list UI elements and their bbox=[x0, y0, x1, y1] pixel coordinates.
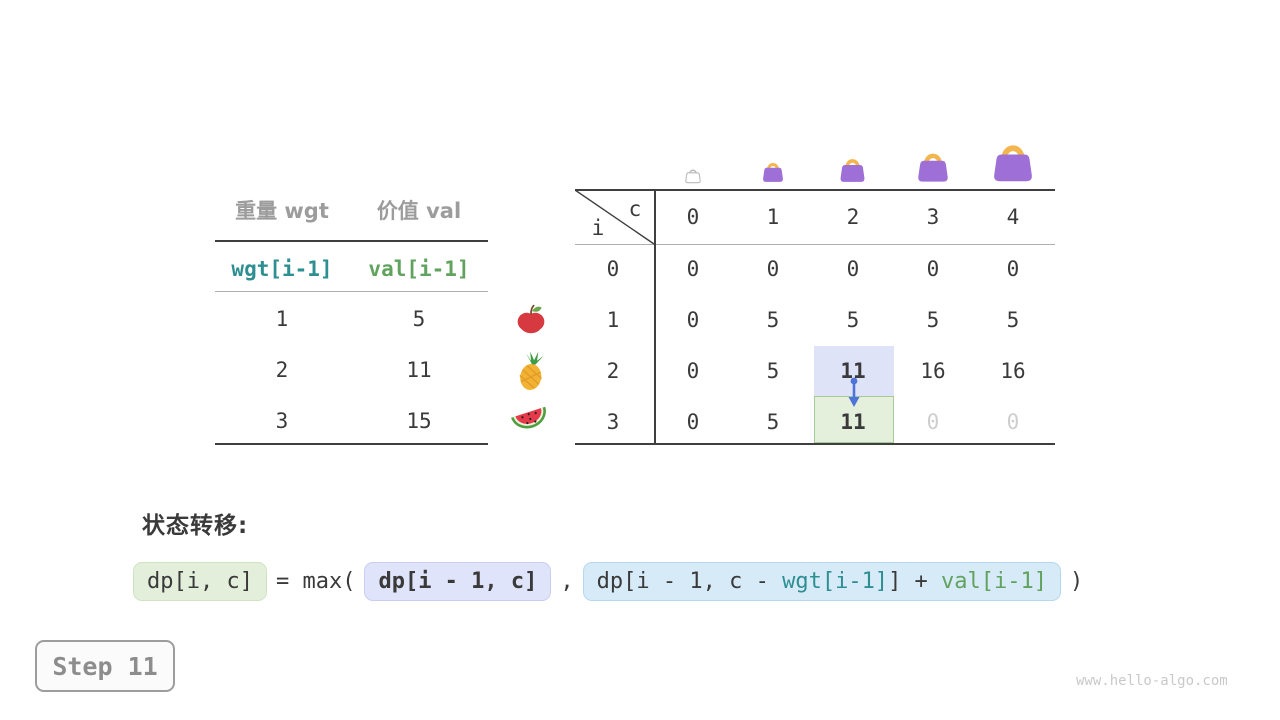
empty-bag-icon bbox=[685, 169, 701, 184]
dp-table-header-rule bbox=[575, 244, 1055, 245]
dp-table-bottom-rule bbox=[575, 443, 1055, 445]
item-3-value: 15 bbox=[406, 409, 432, 433]
dp-cell-2-0: 0 bbox=[686, 359, 700, 383]
formula-arg2-prefix: dp[i - 1, c - bbox=[596, 568, 783, 594]
bag-size-1-icon bbox=[763, 163, 783, 182]
dp-corner-diagonal bbox=[575, 190, 655, 245]
transition-heading: 状态转移: bbox=[142, 513, 249, 539]
items-table-bottom-rule bbox=[215, 443, 488, 445]
dp-cell-3-0: 0 bbox=[686, 410, 700, 434]
dp-cell-2-3: 16 bbox=[920, 359, 946, 383]
dp-cell-0-1: 0 bbox=[766, 257, 780, 281]
dp-cell-3-3: 0 bbox=[926, 410, 940, 434]
item-1-weight: 1 bbox=[275, 307, 289, 331]
dp-cell-1-4: 5 bbox=[1006, 308, 1020, 332]
dp-cell-0-2: 0 bbox=[846, 257, 860, 281]
dp-col-header-2: 2 bbox=[846, 205, 860, 229]
formula-lhs: dp[i, c] bbox=[133, 561, 267, 601]
formula-close-paren: ) bbox=[1070, 568, 1084, 594]
dp-col-header-3: 3 bbox=[926, 205, 940, 229]
watermark: www.hello-algo.com bbox=[1076, 673, 1228, 689]
formula-arg2-mid: ] + bbox=[888, 568, 942, 594]
items-table-subheader-rule bbox=[215, 291, 488, 292]
dp-col-header-0: 0 bbox=[686, 205, 700, 229]
dp-corner-col-var: c bbox=[628, 197, 642, 221]
dp-cell-0-4: 0 bbox=[1006, 257, 1020, 281]
dp-cell-1-3: 5 bbox=[926, 308, 940, 332]
formula-separator: , bbox=[560, 568, 574, 594]
items-index-val: val[i-1] bbox=[368, 257, 470, 281]
dp-row-header-1: 1 bbox=[606, 308, 620, 332]
dp-row-header-2: 2 bbox=[606, 359, 620, 383]
apple-icon bbox=[517, 304, 545, 334]
dp-cell-1-2: 5 bbox=[846, 308, 860, 332]
transition-arrow-icon bbox=[848, 377, 860, 407]
items-col-header-value: 价值 val bbox=[376, 199, 462, 223]
item-2-weight: 2 bbox=[275, 358, 289, 382]
step-label: Step 11 bbox=[52, 651, 158, 681]
dp-cell-2-4: 16 bbox=[1000, 359, 1026, 383]
bag-size-4-icon bbox=[994, 145, 1032, 182]
dp-cell-0-3: 0 bbox=[926, 257, 940, 281]
dp-col-header-4: 4 bbox=[1006, 205, 1020, 229]
dp-cell-3-2: 11 bbox=[840, 410, 866, 434]
bag-size-2-icon bbox=[840, 159, 865, 182]
dp-cell-1-0: 0 bbox=[686, 308, 700, 332]
dp-table-vertical-rule bbox=[654, 189, 656, 445]
items-col-header-weight: 重量 wgt bbox=[235, 199, 329, 223]
item-3-weight: 3 bbox=[275, 409, 289, 433]
item-2-value: 11 bbox=[406, 358, 432, 382]
transition-formula: dp[i, c] = max( dp[i - 1, c] , dp[i - 1,… bbox=[133, 558, 1092, 604]
pineapple-icon bbox=[519, 351, 544, 390]
dp-cell-3-1: 5 bbox=[766, 410, 780, 434]
dp-corner-row-var: i bbox=[591, 216, 605, 240]
formula-arg1: dp[i - 1, c] bbox=[364, 561, 552, 601]
items-index-wgt: wgt[i-1] bbox=[231, 257, 333, 281]
bag-size-3-icon bbox=[918, 153, 948, 182]
formula-arg2: dp[i - 1, c - wgt[i-1]] + val[i-1] bbox=[582, 561, 1062, 601]
watermelon-icon bbox=[511, 406, 546, 429]
formula-equals-max: = max( bbox=[275, 568, 356, 594]
dp-cell-2-1: 5 bbox=[766, 359, 780, 383]
step-badge: Step 11 bbox=[35, 640, 175, 692]
dp-row-header-0: 0 bbox=[606, 257, 620, 281]
dp-col-header-1: 1 bbox=[766, 205, 780, 229]
dp-table-top-rule bbox=[575, 189, 1055, 191]
dp-cell-1-1: 5 bbox=[766, 308, 780, 332]
dp-cell-3-4: 0 bbox=[1006, 410, 1020, 434]
items-table-header-rule bbox=[215, 240, 488, 242]
formula-arg2-val: val[i-1] bbox=[941, 568, 1048, 594]
item-1-value: 5 bbox=[412, 307, 426, 331]
dp-row-header-3: 3 bbox=[606, 410, 620, 434]
dp-cell-0-0: 0 bbox=[686, 257, 700, 281]
formula-arg2-wgt: wgt[i-1] bbox=[782, 568, 889, 594]
